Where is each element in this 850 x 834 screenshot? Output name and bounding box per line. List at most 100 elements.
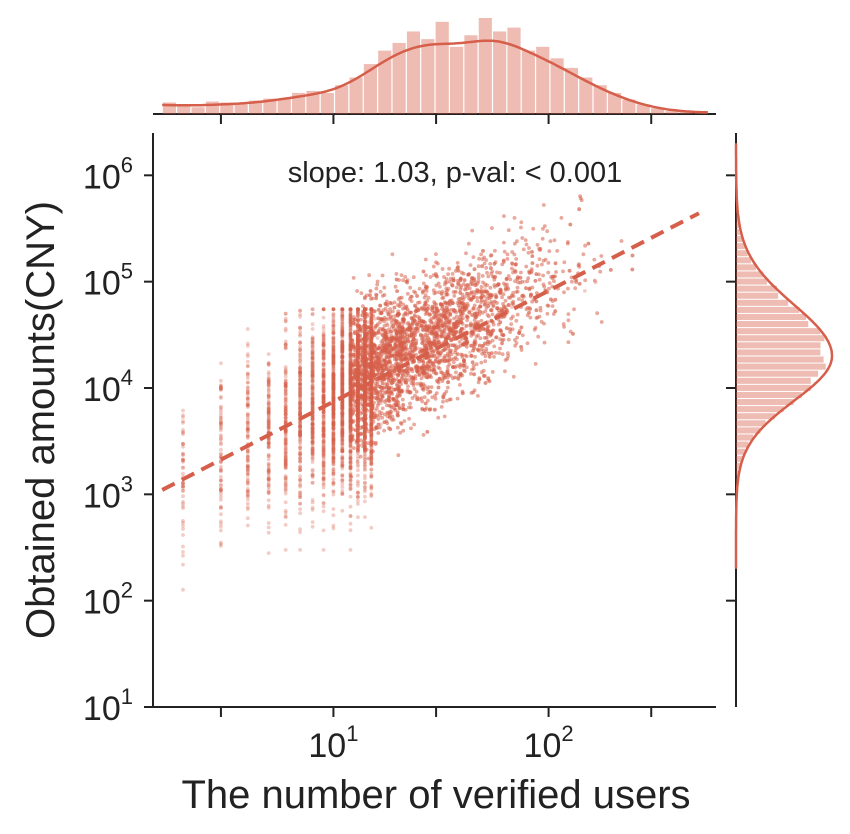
y-marginal-bar: [736, 264, 757, 271]
data-point: [266, 441, 271, 446]
data-point: [283, 436, 288, 440]
data-point: [356, 490, 360, 495]
data-point: [219, 451, 223, 456]
data-point: [266, 383, 271, 388]
data-point: [245, 523, 250, 528]
data-point: [283, 407, 288, 411]
data-point: [298, 483, 302, 488]
data-point: [245, 380, 250, 385]
data-point: [181, 419, 185, 424]
x-marginal-bar: [421, 39, 435, 115]
data-point: [181, 453, 185, 458]
data-point: [340, 454, 345, 458]
data-point: [181, 430, 185, 435]
data-point: [283, 448, 288, 453]
data-point: [219, 418, 223, 422]
data-point: [181, 457, 185, 462]
data-point: [283, 461, 288, 465]
data-point: [245, 402, 250, 407]
data-point: [348, 461, 353, 466]
data-point: [219, 388, 223, 392]
data-point: [245, 364, 250, 369]
data-point: [340, 359, 345, 363]
data-point: [310, 322, 315, 327]
data-point: [219, 488, 223, 493]
data-point: [310, 500, 315, 505]
y-marginal-bar: [736, 278, 767, 285]
data-point: [298, 433, 302, 438]
data-point: [219, 467, 223, 472]
data-point: [298, 308, 302, 313]
data-point: [310, 384, 315, 388]
data-point: [245, 415, 250, 420]
data-point: [310, 390, 315, 395]
data-point: [298, 340, 302, 345]
data-point: [283, 441, 288, 446]
data-point: [219, 386, 223, 391]
y-marginal-bar: [736, 427, 761, 434]
data-point: [283, 397, 288, 402]
y-marginal-bar: [736, 391, 802, 399]
data-point: [283, 319, 288, 323]
data-point: [245, 418, 250, 422]
data-point: [266, 413, 271, 418]
data-point: [266, 457, 271, 462]
data-point: [266, 416, 271, 420]
data-point: [266, 477, 271, 482]
data-point: [340, 365, 345, 370]
data-point: [356, 479, 360, 484]
data-point: [340, 389, 345, 394]
data-point: [331, 307, 336, 312]
data-point: [245, 497, 250, 502]
data-point: [283, 446, 288, 451]
data-point: [298, 325, 302, 330]
data-point: [283, 416, 288, 420]
data-point: [266, 419, 271, 424]
data-point: [298, 548, 302, 552]
data-point: [340, 333, 345, 338]
data-point: [245, 492, 250, 497]
data-point: [245, 405, 250, 409]
data-point: [266, 476, 271, 481]
data-point: [283, 371, 288, 376]
data-point: [310, 307, 315, 312]
data-point: [283, 387, 288, 392]
data-point: [331, 446, 336, 451]
data-point: [321, 462, 326, 467]
data-point: [321, 492, 326, 497]
data-point: [321, 307, 326, 312]
data-point: [331, 371, 336, 375]
x-marginal-bar: [507, 27, 521, 115]
data-point: [283, 445, 288, 450]
data-point: [298, 404, 302, 408]
data-point: [266, 411, 271, 416]
data-point: [298, 455, 302, 460]
data-point: [310, 404, 315, 409]
data-point: [266, 407, 271, 411]
y-marginal-histogram: [726, 133, 834, 707]
data-point: [266, 397, 271, 401]
data-point: [181, 465, 185, 470]
data-point: [283, 319, 288, 324]
data-point: [298, 502, 302, 506]
data-point: [283, 316, 288, 321]
data-point: [310, 450, 315, 455]
data-point: [321, 414, 326, 419]
x-marginal-bar: [464, 35, 478, 114]
data-point: [283, 342, 288, 346]
data-point: [245, 501, 250, 506]
x-marginal-bar: [306, 90, 320, 114]
data-point: [298, 409, 302, 414]
data-point: [245, 435, 250, 439]
data-point: [340, 426, 345, 431]
data-point: [321, 353, 326, 358]
data-point: [266, 441, 271, 445]
data-point: [298, 453, 302, 457]
data-point: [219, 442, 223, 447]
data-point: [298, 370, 302, 374]
data-point: [266, 421, 271, 426]
data-point: [298, 382, 302, 387]
data-point: [283, 406, 288, 411]
y-marginal-bar: [736, 271, 764, 278]
data-point: [283, 452, 288, 456]
